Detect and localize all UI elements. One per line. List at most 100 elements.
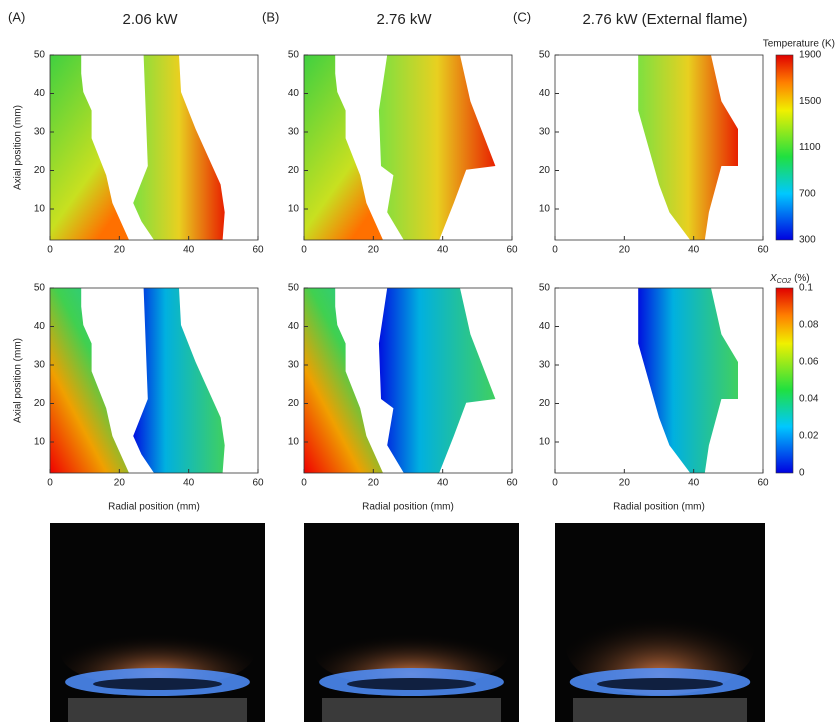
field-region <box>50 55 129 240</box>
colorbar-tick-label: 0.1 <box>799 283 813 294</box>
x-tick-label: 40 <box>183 245 195 256</box>
y-tick-label: 40 <box>34 321 46 332</box>
y-tick-label: 40 <box>288 88 300 99</box>
y-tick-label: 10 <box>288 204 300 215</box>
x-tick-label: 0 <box>552 245 558 256</box>
y-tick-label: 50 <box>34 50 46 61</box>
y-tick-label: 50 <box>539 50 551 61</box>
y-tick-label: 30 <box>539 360 551 371</box>
panel-label: (B) <box>262 9 279 24</box>
burner-base <box>573 698 747 722</box>
x-tick-label: 40 <box>437 478 449 489</box>
panel-title: 2.76 kW (External flame) <box>582 11 747 28</box>
panel-title: 2.76 kW <box>376 11 432 28</box>
contour-plot: 0 20 40 60 10 20 30 40 50 Axial position (mm) <box>13 50 264 256</box>
colorbar-tick-label: 0.06 <box>799 357 819 368</box>
colorbar <box>776 288 793 473</box>
panel-label: (C) <box>513 9 531 24</box>
x-tick-label: 20 <box>368 478 380 489</box>
x-tick-label: 0 <box>47 478 53 489</box>
y-tick-label: 30 <box>288 127 300 138</box>
field-region <box>379 288 496 473</box>
title-sub: CO2 <box>777 278 792 285</box>
y-tick-label: 50 <box>34 283 46 294</box>
y-tick-label: 20 <box>34 165 46 176</box>
burner-inner <box>93 678 222 690</box>
y-tick-label: 30 <box>34 127 46 138</box>
y-tick-label: 50 <box>288 283 300 294</box>
figure: (A) 2.06 kW 0 20 40 60 10 20 30 40 50 Axial positio… <box>0 0 837 722</box>
colorbar-tick-label: 0.02 <box>799 431 819 442</box>
x-tick-label: 0 <box>552 478 558 489</box>
y-axis-label: Axial position (mm) <box>13 105 24 190</box>
y-tick-label: 10 <box>34 204 46 215</box>
colorbar-tick-label: 0 <box>799 468 805 479</box>
colorbar-tick-label: 1900 <box>799 50 822 61</box>
x-tick-label: 40 <box>183 478 195 489</box>
y-tick-label: 40 <box>34 88 46 99</box>
field-region <box>50 288 129 473</box>
panel-title: 2.06 kW <box>122 11 178 28</box>
colorbar-tick-label: 1100 <box>799 142 821 153</box>
x-tick-label: 0 <box>47 245 53 256</box>
y-tick-label: 20 <box>288 398 300 409</box>
panel-label: (A) <box>8 9 25 24</box>
x-tick-label: 60 <box>506 245 518 256</box>
field-region <box>638 55 738 240</box>
colorbar-tick-label: 700 <box>799 188 816 199</box>
flame-photo <box>50 523 265 722</box>
burner-inner <box>597 678 723 690</box>
x-tick-label: 20 <box>368 245 380 256</box>
field-region <box>304 55 383 240</box>
colorbar-tick-label: 0.04 <box>799 394 819 405</box>
y-tick-label: 20 <box>539 165 551 176</box>
colorbar-tick-label: 300 <box>799 235 816 246</box>
field-region <box>304 288 383 473</box>
flame-photo <box>555 523 765 722</box>
x-tick-label: 0 <box>301 245 307 256</box>
x-tick-label: 20 <box>114 478 126 489</box>
x-axis-label: Radial position (mm) <box>108 502 200 513</box>
field-region <box>133 55 225 240</box>
y-tick-label: 50 <box>539 283 551 294</box>
x-tick-label: 40 <box>688 478 700 489</box>
burner-base <box>322 698 501 722</box>
colorbar-title: XCO2(%) <box>769 273 810 285</box>
colorbar-title: Temperature (K) <box>763 39 835 50</box>
burner-base <box>68 698 247 722</box>
y-tick-label: 10 <box>288 437 300 448</box>
y-tick-label: 10 <box>539 204 551 215</box>
x-tick-label: 60 <box>506 478 518 489</box>
y-tick-label: 10 <box>539 437 551 448</box>
y-tick-label: 40 <box>539 321 551 332</box>
burner-inner <box>347 678 476 690</box>
field-region <box>638 288 738 473</box>
y-tick-label: 20 <box>288 165 300 176</box>
x-tick-label: 20 <box>114 245 126 256</box>
colorbar-tick-label: 0.08 <box>799 320 819 331</box>
x-tick-label: 20 <box>619 245 631 256</box>
x-tick-label: 60 <box>757 478 769 489</box>
y-tick-label: 10 <box>34 437 46 448</box>
x-tick-label: 60 <box>252 245 264 256</box>
field-region <box>379 55 496 240</box>
contour-plot: 02040601020304050 <box>288 283 518 489</box>
y-axis-label: Axial position (mm) <box>13 338 24 423</box>
y-tick-label: 50 <box>288 50 300 61</box>
flame-photo <box>304 523 519 722</box>
y-tick-label: 30 <box>539 127 551 138</box>
colorbar-tick-label: 1500 <box>799 96 822 107</box>
x-tick-label: 40 <box>688 245 700 256</box>
x-axis-label: Radial position (mm) <box>362 502 454 513</box>
y-tick-label: 30 <box>34 360 46 371</box>
title-unit: (%) <box>794 273 810 284</box>
y-tick-label: 40 <box>288 321 300 332</box>
x-tick-label: 20 <box>619 478 631 489</box>
y-tick-label: 20 <box>34 398 46 409</box>
x-tick-label: 60 <box>757 245 769 256</box>
x-axis-label: Radial position (mm) <box>613 502 705 513</box>
